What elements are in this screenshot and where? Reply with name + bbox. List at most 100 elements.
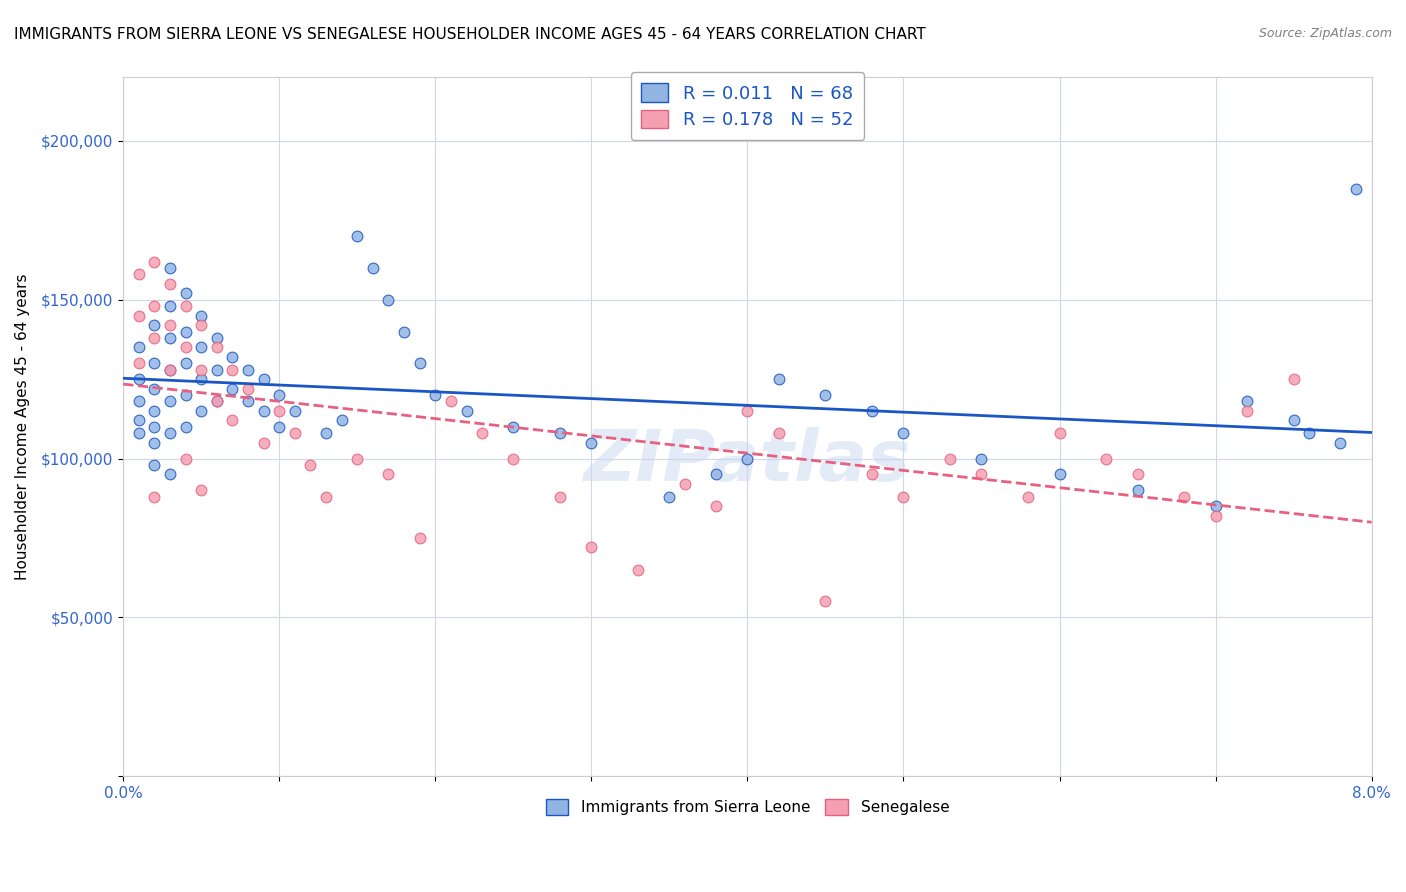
Point — [502, 451, 524, 466]
Point — [299, 458, 322, 472]
Point — [174, 388, 197, 402]
Point — [253, 435, 276, 450]
Point — [205, 394, 228, 409]
Point — [377, 293, 399, 307]
Point — [768, 372, 790, 386]
Point — [143, 435, 166, 450]
Point — [159, 362, 181, 376]
Point — [221, 362, 243, 376]
Point — [704, 467, 727, 482]
Point — [673, 477, 696, 491]
Point — [1236, 404, 1258, 418]
Point — [159, 362, 181, 376]
Point — [704, 499, 727, 513]
Point — [143, 254, 166, 268]
Point — [627, 563, 650, 577]
Point — [128, 394, 150, 409]
Point — [1205, 499, 1227, 513]
Point — [221, 350, 243, 364]
Point — [658, 490, 681, 504]
Point — [174, 419, 197, 434]
Point — [1329, 435, 1351, 450]
Point — [471, 426, 494, 441]
Point — [159, 277, 181, 291]
Point — [392, 325, 415, 339]
Point — [221, 413, 243, 427]
Text: IMMIGRANTS FROM SIERRA LEONE VS SENEGALESE HOUSEHOLDER INCOME AGES 45 - 64 YEARS: IMMIGRANTS FROM SIERRA LEONE VS SENEGALE… — [14, 27, 925, 42]
Point — [581, 435, 603, 450]
Point — [128, 413, 150, 427]
Point — [143, 404, 166, 418]
Point — [190, 483, 212, 498]
Point — [190, 309, 212, 323]
Point — [1344, 181, 1367, 195]
Text: Source: ZipAtlas.com: Source: ZipAtlas.com — [1258, 27, 1392, 40]
Point — [860, 404, 883, 418]
Point — [814, 388, 837, 402]
Point — [174, 356, 197, 370]
Point — [190, 340, 212, 354]
Point — [315, 426, 337, 441]
Point — [315, 490, 337, 504]
Point — [548, 426, 571, 441]
Point — [284, 426, 307, 441]
Point — [174, 325, 197, 339]
Point — [143, 490, 166, 504]
Point — [205, 362, 228, 376]
Point — [159, 394, 181, 409]
Point — [174, 451, 197, 466]
Point — [768, 426, 790, 441]
Point — [284, 404, 307, 418]
Point — [143, 299, 166, 313]
Y-axis label: Householder Income Ages 45 - 64 years: Householder Income Ages 45 - 64 years — [15, 274, 30, 580]
Point — [159, 260, 181, 275]
Point — [174, 286, 197, 301]
Point — [970, 467, 993, 482]
Point — [174, 299, 197, 313]
Point — [128, 372, 150, 386]
Point — [409, 531, 432, 545]
Point — [1126, 467, 1149, 482]
Point — [1049, 426, 1071, 441]
Point — [190, 404, 212, 418]
Point — [236, 394, 259, 409]
Point — [893, 490, 915, 504]
Point — [377, 467, 399, 482]
Point — [814, 594, 837, 608]
Point — [174, 340, 197, 354]
Point — [253, 404, 276, 418]
Text: ZIPatlas: ZIPatlas — [583, 427, 911, 496]
Point — [409, 356, 432, 370]
Point — [269, 404, 291, 418]
Point — [128, 356, 150, 370]
Point — [159, 426, 181, 441]
Point — [190, 372, 212, 386]
Point — [128, 268, 150, 282]
Point — [1049, 467, 1071, 482]
Point — [236, 382, 259, 396]
Point — [939, 451, 962, 466]
Point — [581, 541, 603, 555]
Point — [970, 451, 993, 466]
Point — [1173, 490, 1195, 504]
Point — [440, 394, 463, 409]
Point — [1017, 490, 1039, 504]
Point — [143, 382, 166, 396]
Point — [128, 426, 150, 441]
Point — [425, 388, 447, 402]
Point — [190, 362, 212, 376]
Legend: Immigrants from Sierra Leone, Senegalese: Immigrants from Sierra Leone, Senegalese — [536, 790, 959, 824]
Point — [143, 419, 166, 434]
Point — [346, 451, 368, 466]
Point — [269, 419, 291, 434]
Point — [221, 382, 243, 396]
Point — [1095, 451, 1118, 466]
Point — [236, 362, 259, 376]
Point — [159, 467, 181, 482]
Point — [128, 340, 150, 354]
Point — [361, 260, 384, 275]
Point — [205, 331, 228, 345]
Point — [1236, 394, 1258, 409]
Point — [860, 467, 883, 482]
Point — [159, 331, 181, 345]
